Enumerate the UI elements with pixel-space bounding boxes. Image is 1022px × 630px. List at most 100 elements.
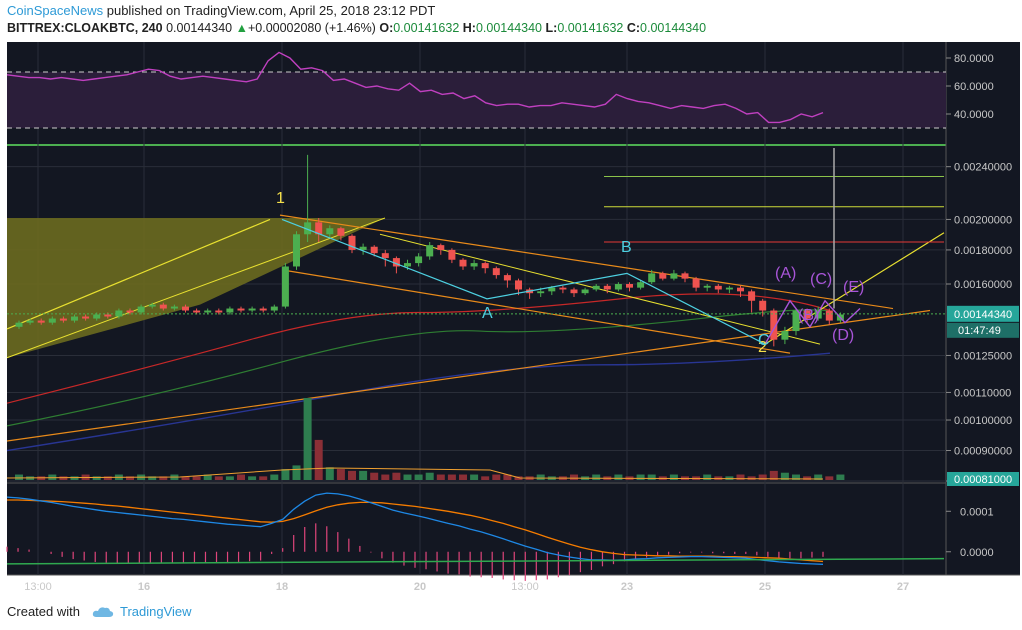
candle-body [559, 287, 567, 290]
volume-bar [758, 474, 767, 480]
candle-body [448, 249, 456, 260]
candle [759, 298, 767, 317]
volume-bar [403, 474, 412, 480]
candle [248, 306, 256, 313]
tradingview-brand[interactable]: TradingView [119, 604, 192, 619]
candle [648, 269, 656, 285]
candle-body [703, 285, 711, 288]
publisher-name[interactable]: CoinSpaceNews [7, 3, 104, 18]
candle [215, 308, 223, 315]
candle [803, 308, 811, 323]
candle [126, 308, 134, 315]
volume-bar [325, 467, 334, 480]
volume-bar [536, 474, 545, 480]
candle [581, 287, 589, 296]
footer: Created with TradingView [7, 604, 192, 619]
volume-bar [636, 474, 645, 480]
candle-body [304, 222, 312, 235]
volume-bar [814, 474, 823, 480]
candle [226, 306, 234, 315]
wave-label-tri-E: (E) [843, 279, 864, 296]
candle [315, 217, 323, 242]
volume-bar [225, 476, 234, 480]
volume-bar [769, 470, 778, 480]
candle [293, 231, 300, 270]
volume-bar [481, 476, 490, 480]
candle [825, 308, 833, 325]
volume-ma-line [6, 467, 824, 480]
candle [437, 243, 445, 255]
rsi-tick-label: 40.0000 [954, 109, 994, 121]
wave-triangle-line [764, 299, 861, 345]
candle [48, 316, 56, 325]
candle-body [637, 282, 645, 288]
candle-body [603, 285, 611, 290]
volume-bar [103, 476, 112, 480]
close-value: 0.00144340 [640, 21, 707, 35]
volume-label: 0.00081000 [954, 474, 1012, 486]
x-tick-label: 13:00 [24, 581, 52, 593]
macd-tick-label: 0.0001 [960, 506, 994, 518]
channel-line [6, 217, 386, 359]
price-tick-label: 0.00110000 [954, 387, 1011, 399]
candle-body [515, 280, 522, 290]
candle [259, 306, 267, 313]
candle-body [537, 291, 545, 294]
candle-body [714, 285, 722, 290]
candle-body [748, 291, 756, 301]
x-tick-label: 16 [138, 581, 150, 593]
volume-bar [381, 474, 390, 480]
candle-body [270, 306, 278, 311]
candle-body [670, 273, 678, 279]
x-tick-label: 20 [414, 581, 426, 593]
volume-bar [314, 439, 323, 480]
volume-bar [792, 474, 800, 480]
candle-body [492, 268, 500, 276]
macd-line [6, 492, 824, 565]
orange-trendline [281, 269, 791, 354]
candle-body [237, 308, 245, 311]
candle [503, 273, 511, 288]
candle [681, 271, 689, 283]
volume-bar [370, 472, 379, 480]
candle-body [825, 310, 833, 321]
candle-body [93, 314, 101, 319]
candle-body [681, 273, 689, 279]
volume-bar [447, 474, 456, 480]
countdown-label: 01:47:49 [958, 325, 1001, 337]
volume-bar [237, 474, 245, 480]
wave-label-tri-C: (C) [810, 271, 832, 288]
candle-body [626, 284, 633, 288]
candle-body [281, 266, 289, 307]
candle [281, 263, 289, 309]
trading-chart[interactable]: 80.0000 60.0000 40.0000 0.00240000 0.0020000… [0, 40, 1022, 595]
volume-bar [514, 476, 523, 480]
candle-body [614, 284, 622, 290]
channel-line [6, 218, 271, 330]
open-label: O: [379, 21, 394, 35]
candle-body [814, 310, 822, 319]
candle-body [725, 287, 733, 290]
candle-body [359, 246, 367, 250]
wave-label-2: 2 [758, 339, 767, 356]
price-tick-label: 0.00125000 [954, 350, 1012, 362]
price-tick-label: 0.00180000 [954, 245, 1012, 257]
moving-average-blue [6, 352, 831, 452]
candle-body [570, 289, 578, 294]
candle-body [259, 308, 267, 311]
candle [781, 326, 789, 345]
candle [159, 302, 167, 311]
rsi-tick-label: 60.0000 [954, 81, 994, 93]
candle-body [137, 306, 145, 313]
candle [237, 306, 245, 313]
candle [637, 280, 645, 290]
open-value: 0.00141632 [393, 21, 460, 35]
candle-body [459, 259, 467, 267]
volume-bar [592, 474, 601, 480]
volume-bar [570, 474, 578, 480]
rsi-tick-label: 80.0000 [954, 53, 994, 65]
volume-bar [780, 472, 789, 480]
candle-body [15, 322, 23, 327]
candle-body [193, 310, 201, 313]
volume-bar [825, 476, 834, 480]
